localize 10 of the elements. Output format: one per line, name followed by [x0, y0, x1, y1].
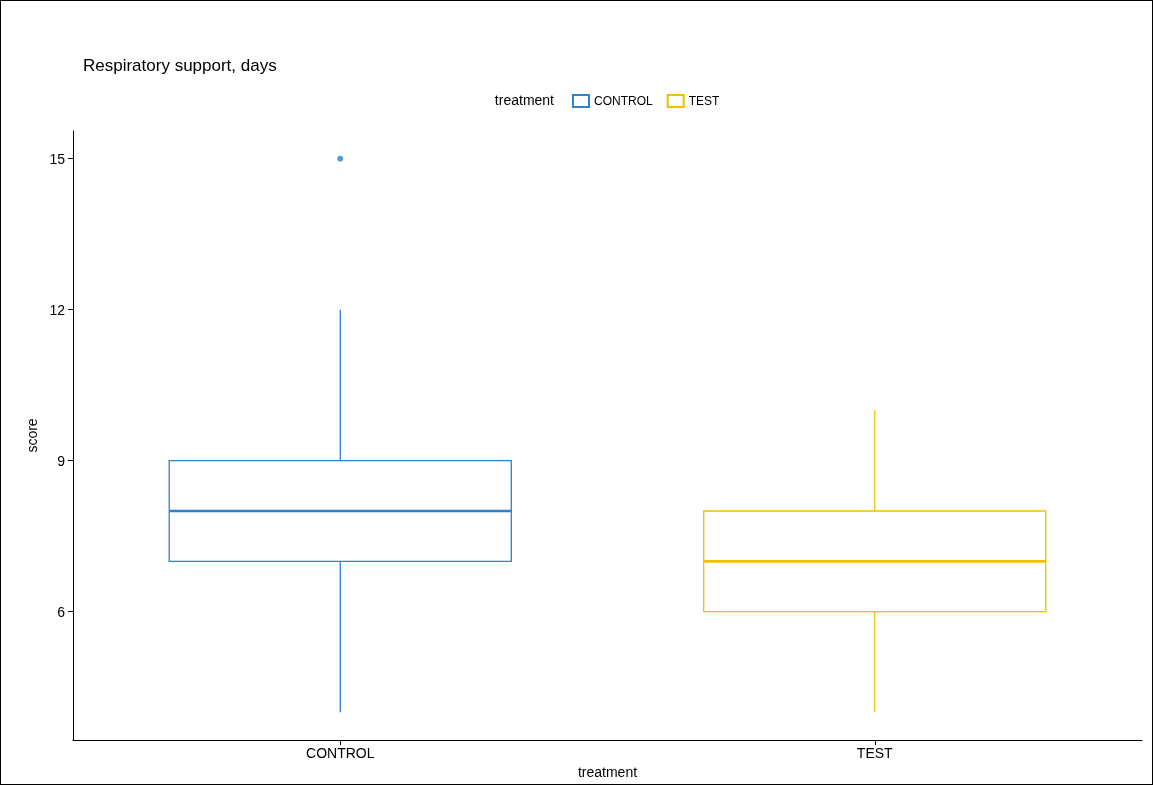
legend-label: CONTROL [594, 94, 653, 108]
legend-title: treatment [494, 92, 555, 108]
y-tick-label: 6 [57, 603, 66, 620]
y-axis-title: score [23, 418, 40, 453]
chart-title: Respiratory support, days [83, 56, 277, 75]
x-axis-title: treatment [577, 764, 638, 780]
y-tick-label: 15 [49, 150, 66, 167]
legend-label: TEST [688, 94, 721, 108]
y-tick-label: 12 [49, 301, 66, 318]
y-tick-label: 9 [57, 452, 66, 469]
